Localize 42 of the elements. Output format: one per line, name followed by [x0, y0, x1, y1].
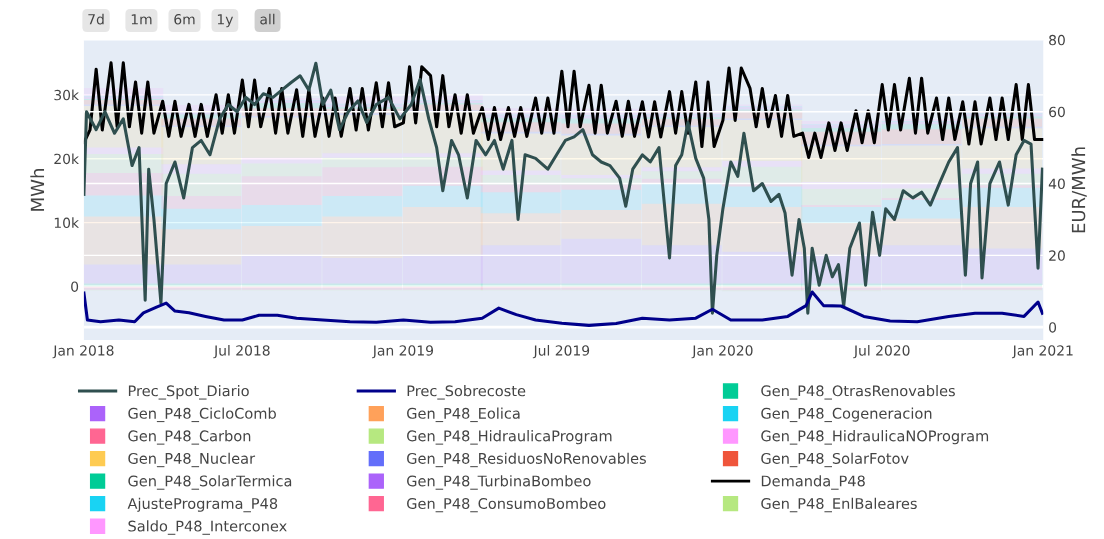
text: 1m	[131, 14, 152, 25]
legend-label: Gen_P48_Nuclear	[128, 452, 256, 468]
y-tick-label: 0	[71, 281, 79, 292]
text: all	[260, 13, 275, 25]
x-tick-label: Jan 2020	[691, 345, 753, 359]
y-tick-label: 30k	[54, 89, 79, 101]
y2-tick-label: 0	[1049, 322, 1057, 333]
legend-label: Gen_P48_OtrasRenovables	[761, 385, 955, 400]
legend-label: Gen_P48_HidraulicaProgram	[407, 430, 612, 445]
x-tick-label: Jul 2020	[853, 344, 910, 359]
y2-tick-label: 60	[1049, 106, 1065, 118]
y2-axis-title: EUR/MWh	[1071, 147, 1087, 233]
legend-label: Gen_P48_EnlBaleares	[761, 497, 917, 513]
legend-label: Gen_P48_ResiduosNoRenovables	[407, 452, 646, 468]
legend-label: Gen_P48_Eolica	[407, 407, 520, 423]
x-tick-label: Jan 2018	[52, 345, 114, 359]
legend-label: Demanda_P48	[761, 475, 865, 490]
legend-label: Prec_Sobrecoste	[407, 385, 526, 400]
y2-tick-label: 80	[1049, 34, 1065, 46]
legend-label: Gen_P48_SolarFotov	[761, 452, 909, 468]
legend-label: Gen_P48_ConsumoBombeo	[407, 497, 606, 513]
x-tick-label: Jan 2019	[372, 345, 434, 359]
legend-label: Gen_P48_HidraulicaNOProgram	[761, 430, 989, 445]
legend-label: Gen_P48_TurbinaBombeo	[407, 475, 591, 490]
text: 7d	[88, 13, 104, 25]
legend-label: Gen_P48_CicloComb	[128, 407, 276, 423]
legend-label: AjustePrograma_P48	[127, 497, 278, 513]
y-axis-title: MWh	[30, 169, 45, 211]
x-tick-label: Jan 2021	[1011, 345, 1073, 359]
y2-tick-label: 20	[1049, 250, 1065, 261]
legend-label: Gen_P48_Carbon	[128, 430, 251, 445]
text: 6m	[174, 14, 195, 25]
text: 1y	[217, 14, 234, 28]
legend-label: Gen_P48_Cogeneracion	[761, 407, 932, 423]
legend-label: Prec_Spot_Diario	[128, 385, 249, 400]
x-tick-label: Jul 2019	[532, 344, 590, 359]
x-tick-label: Jul 2018	[213, 344, 270, 359]
legend-label: Gen_P48_SolarTermica	[128, 475, 292, 490]
legend-label: Saldo_P48_Interconex	[128, 520, 287, 535]
y-tick-label: 10k	[54, 217, 79, 229]
y2-tick-label: 40	[1048, 178, 1065, 190]
y-tick-label: 20k	[54, 153, 79, 165]
